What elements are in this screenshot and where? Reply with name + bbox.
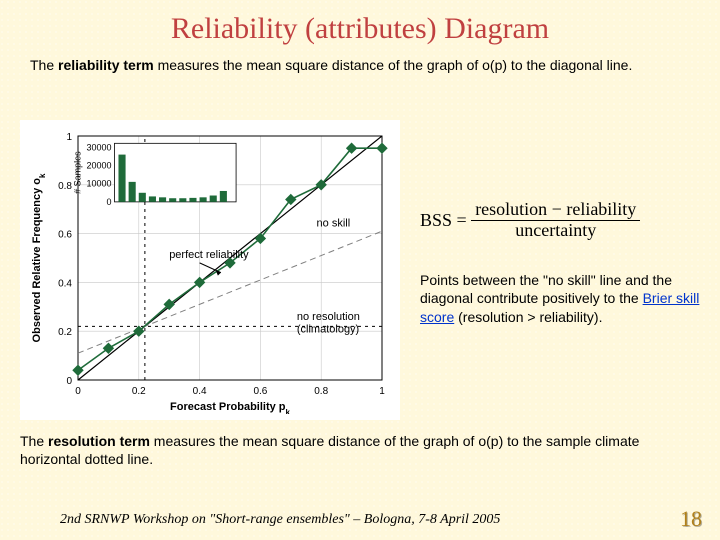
svg-text:no skill: no skill [317,217,351,229]
intro-paragraph: The reliability term measures the mean s… [0,46,720,80]
svg-text:0.8: 0.8 [58,181,72,192]
svg-text:0.2: 0.2 [58,327,72,338]
explain-pre: Points between the "no skill" line and t… [420,272,672,307]
svg-text:0.4: 0.4 [193,386,207,397]
svg-text:0.6: 0.6 [58,230,72,241]
bss-formula: BSS = resolution − reliability uncertain… [420,200,700,241]
intro-bold-reliability: reliability term [58,57,154,73]
svg-text:Observed Relative Frequency o: Observed Relative Frequency ok [31,173,47,342]
svg-text:0: 0 [66,376,72,387]
svg-text:0: 0 [106,197,111,207]
reliability-chart: 000.20.20.40.40.60.60.80.811Forecast Pro… [20,120,400,420]
svg-text:Forecast Probability pk: Forecast Probability pk [170,401,291,414]
footer-text: 2nd SRNWP Workshop on "Short-range ensem… [60,512,500,528]
explain-post: (resolution > reliability). [454,309,602,325]
formula-denominator: uncertainty [511,221,600,241]
svg-text:0: 0 [75,386,81,397]
svg-text:0.4: 0.4 [58,278,72,289]
bottom-pre: The [20,433,48,449]
svg-text:1: 1 [379,386,385,397]
svg-text:1: 1 [66,132,72,143]
explain-paragraph: Points between the "no skill" line and t… [420,271,700,328]
svg-text:10000: 10000 [86,179,111,189]
svg-text:0.6: 0.6 [253,386,267,397]
intro-text-post: measures the mean square distance of the… [154,57,633,73]
formula-lhs: BSS = [420,210,467,231]
page-title: Reliability (attributes) Diagram [0,0,720,46]
svg-text:20000: 20000 [86,161,111,171]
intro-text-pre: The [30,57,58,73]
svg-text:0.2: 0.2 [132,386,146,397]
page-number: 18 [680,506,702,532]
svg-text:30000: 30000 [86,142,111,152]
formula-numerator: resolution − reliability [471,200,640,221]
bottom-bold-resolution: resolution term [48,433,150,449]
chart-svg: 000.20.20.40.40.60.60.80.811Forecast Pro… [26,126,394,414]
svg-text:# Samples: # Samples [72,151,82,194]
svg-text:no resolution: no resolution [297,311,360,323]
svg-text:(climatology): (climatology) [297,323,359,335]
svg-text:0.8: 0.8 [314,386,328,397]
svg-text:perfect reliability: perfect reliability [169,249,249,261]
bottom-paragraph: The resolution term measures the mean sq… [20,432,700,468]
